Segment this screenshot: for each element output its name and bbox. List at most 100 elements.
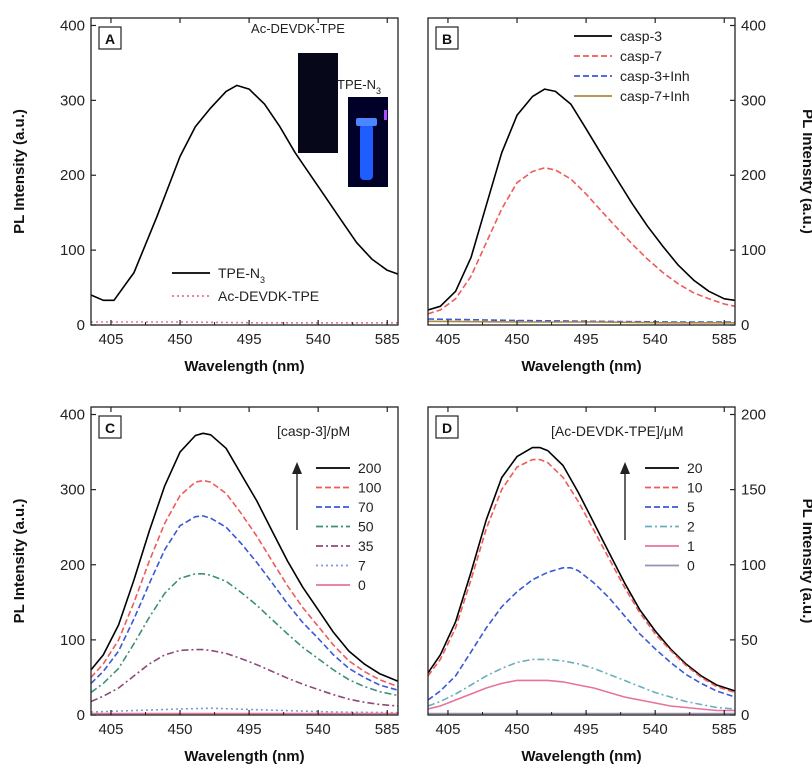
legend-label: 5	[687, 499, 695, 515]
legend-label: casp-3	[620, 28, 662, 44]
legend-label: 7	[358, 558, 366, 574]
y-tick-label: 300	[741, 92, 766, 109]
x-axis-label: Wavelength (nm)	[184, 748, 304, 765]
inset-mark	[384, 110, 387, 120]
x-tick-label: 450	[505, 331, 530, 348]
x-tick-label: 405	[98, 331, 123, 348]
y-tick-label: 200	[60, 557, 85, 574]
inset-vial-cap	[356, 118, 377, 126]
y-tick-label: 100	[60, 242, 85, 259]
series-line-100	[91, 479, 398, 688]
x-tick-label: 585	[375, 331, 400, 348]
plot-frame	[427, 17, 736, 326]
legend-label: casp-3+Inh	[620, 68, 690, 84]
y-tick-label: 0	[77, 317, 85, 334]
legend-label: casp-7+Inh	[620, 88, 690, 104]
x-tick-label: 540	[643, 331, 668, 348]
y-tick-label: 100	[741, 242, 766, 259]
panel-label-box	[435, 415, 459, 439]
legend-label: 0	[358, 577, 366, 593]
y-tick-label: 300	[60, 92, 85, 109]
series-line-7	[91, 707, 398, 714]
y-axis-label: PL Intensity (a.u.)	[11, 499, 28, 624]
panel-label-box	[98, 26, 122, 50]
x-tick-label: 405	[435, 721, 460, 738]
series-line-200	[91, 432, 398, 682]
increase-arrow-head	[620, 462, 630, 474]
x-tick-label: 495	[237, 721, 262, 738]
y-tick-label: 200	[60, 167, 85, 184]
series-line-1	[428, 679, 735, 712]
x-tick-label: 585	[712, 721, 737, 738]
panel-label: C	[105, 420, 115, 436]
inset-vial-blue-glow	[360, 124, 373, 180]
legend-title: [Ac-DEVDK-TPE]/μM	[551, 423, 684, 439]
panel-label-box	[435, 26, 459, 50]
panel-c: 405 450 495 540 585 0 100 200 300 400 Wavelength (…	[11, 406, 400, 765]
x-tick-label: 405	[98, 721, 123, 738]
y-tick-label: 300	[60, 482, 85, 499]
series-line-casp-7	[428, 167, 735, 315]
legend-label: 35	[358, 538, 374, 554]
x-tick-label: 540	[643, 721, 668, 738]
inset-label-ac-devdk-tpe: Ac-DEVDK-TPE	[251, 21, 345, 36]
x-tick-label: 540	[306, 331, 331, 348]
legend-label: 200	[358, 460, 382, 476]
x-tick-label: 585	[375, 721, 400, 738]
y-axis-label: PL Intensity (a.u.)	[11, 109, 28, 234]
y-tick-label: 200	[741, 407, 766, 424]
series-line-tpe-n3	[91, 84, 398, 302]
x-tick-label: 405	[435, 331, 460, 348]
y-tick-label: 0	[741, 317, 749, 334]
y-tick-label: 400	[741, 17, 766, 34]
y-tick-label: 150	[741, 482, 766, 499]
y-tick-label: 200	[741, 167, 766, 184]
x-tick-label: 495	[574, 721, 599, 738]
x-axis-label: Wavelength (nm)	[521, 748, 641, 765]
panel-label: A	[105, 31, 115, 47]
panel-label: D	[442, 420, 452, 436]
plot-frame	[90, 17, 399, 326]
x-axis-label: Wavelength (nm)	[521, 358, 641, 375]
x-tick-label: 450	[168, 721, 193, 738]
legend-title: [casp-3]/pM	[277, 423, 350, 439]
legend-label: casp-7	[620, 48, 662, 64]
series-line-ac-devdk-tpe	[91, 321, 398, 324]
series-line-70	[91, 515, 398, 691]
legend-label: 70	[358, 499, 374, 515]
panel-a: 405 450 495 540 585 0 100 200 300 400 Wavelength (…	[11, 17, 400, 375]
y-tick-label: 400	[60, 407, 85, 424]
panel-label-box	[98, 415, 122, 439]
plot-frame	[427, 406, 736, 716]
inset-label-tpe-n3: TPE-N3	[337, 77, 381, 96]
series-line-casp-7-inh	[428, 320, 735, 324]
x-tick-label: 450	[168, 331, 193, 348]
series-line-35	[91, 648, 398, 707]
increase-arrow-head	[292, 462, 302, 474]
series-line-2	[428, 658, 735, 710]
x-tick-label: 495	[574, 331, 599, 348]
series-line-50	[91, 572, 398, 697]
x-tick-label: 540	[306, 721, 331, 738]
x-tick-label: 585	[712, 331, 737, 348]
legend-label: 1	[687, 538, 695, 554]
y-tick-label: 50	[741, 632, 758, 649]
y-tick-label: 100	[60, 632, 85, 649]
inset-vial-dark	[298, 53, 338, 153]
series-line-casp-3	[428, 88, 735, 311]
legend-label: 2	[687, 519, 695, 535]
y-axis-label: PL Intensity (a.u.)	[799, 499, 812, 624]
legend-label: 100	[358, 480, 382, 496]
y-tick-label: 0	[77, 707, 85, 724]
legend-label: 0	[687, 558, 695, 574]
series-line-10	[428, 458, 735, 694]
legend-label: TPE-N3	[218, 265, 265, 285]
legend-label: 50	[358, 519, 374, 535]
x-tick-label: 495	[237, 331, 262, 348]
legend-label: Ac-DEVDK-TPE	[218, 288, 319, 304]
x-axis-label: Wavelength (nm)	[184, 358, 304, 375]
y-tick-label: 400	[60, 17, 85, 34]
